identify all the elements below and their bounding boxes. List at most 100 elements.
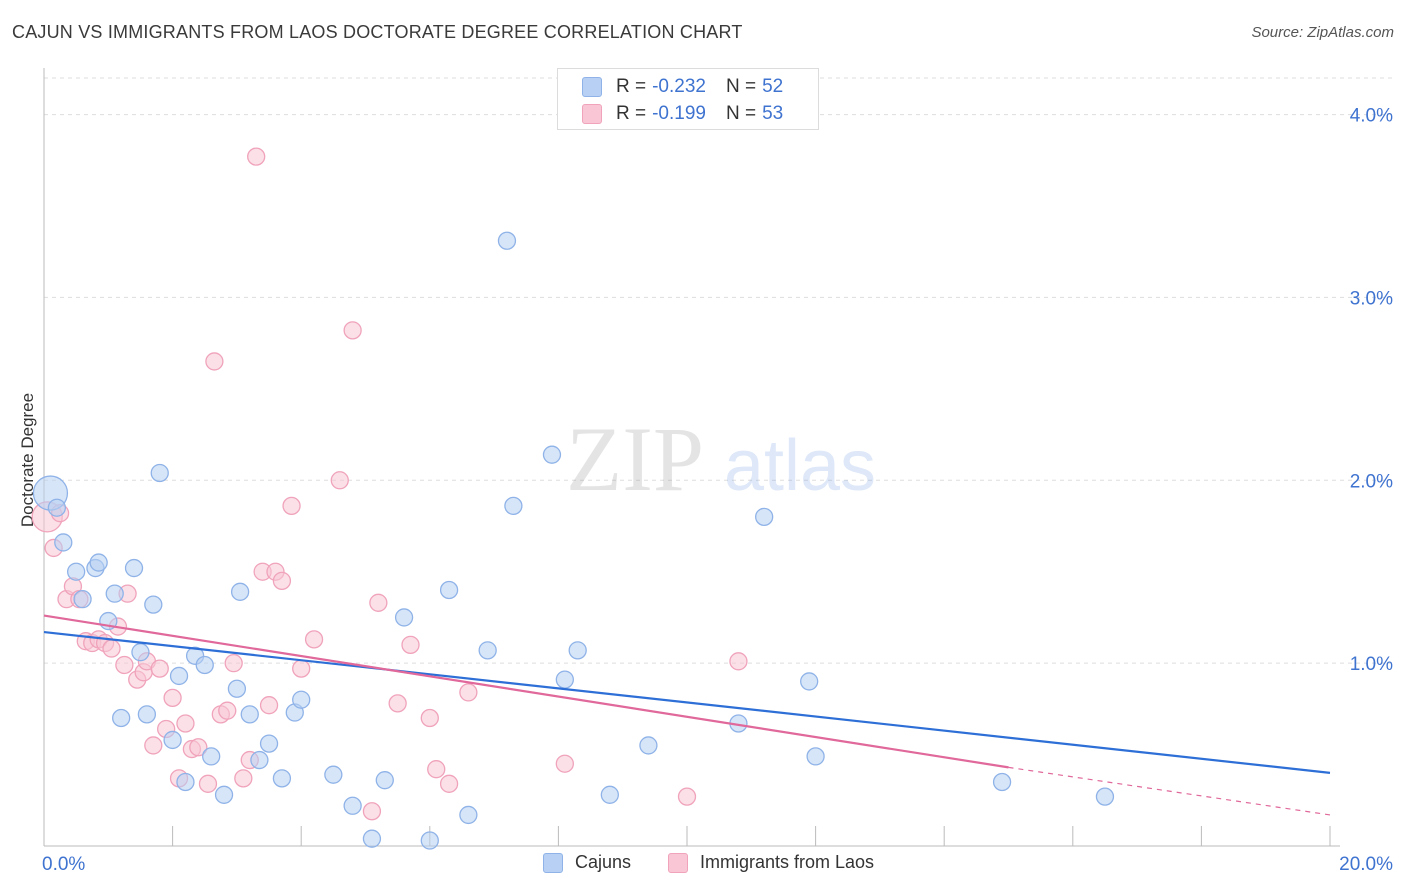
laos-point: [150, 659, 169, 678]
cajun-point: [73, 589, 92, 609]
legend-swatch-blue: [543, 852, 563, 873]
cajun-point: [478, 641, 497, 660]
n-value: 52: [762, 76, 784, 97]
laos-point: [304, 630, 324, 649]
cajun-point: [420, 831, 439, 850]
cajun-point: [131, 643, 150, 662]
cajun-point: [324, 765, 343, 784]
cajun-point: [47, 498, 67, 517]
n-value: 53: [762, 103, 784, 124]
laos-point: [439, 774, 459, 793]
cajun-point: [806, 747, 825, 766]
trend-lines: [43, 614, 1331, 816]
cajun-point: [755, 507, 774, 527]
cajun-point: [459, 805, 478, 825]
laos-point: [259, 696, 279, 715]
legend-label-laos: Immigrants from Laos: [700, 852, 875, 872]
legend-item-cajuns[interactable]: Cajuns: [543, 852, 631, 873]
legend-swatch-blue: [582, 77, 602, 97]
laos-point: [218, 701, 237, 720]
cajun-point: [150, 463, 169, 483]
laos-point: [388, 694, 407, 713]
cajun-point: [992, 772, 1012, 792]
x-tick-label: 20.0%: [1339, 854, 1393, 875]
tick-labels: 1.0% 2.0% 3.0% 4.0% 0.0% 20.0%: [42, 106, 1393, 875]
laos-point: [282, 496, 301, 516]
cajun-point: [504, 496, 523, 516]
laos-point: [163, 688, 182, 708]
laos-point: [362, 802, 382, 821]
laos-point: [420, 708, 439, 728]
legend-item-laos[interactable]: Immigrants from Laos: [668, 852, 874, 873]
cajun-point: [362, 829, 382, 848]
laos-point: [224, 653, 243, 673]
r-label: R =: [616, 103, 647, 124]
laos-point: [459, 683, 478, 702]
cajun-point: [176, 772, 195, 792]
cajun-point: [250, 750, 269, 770]
laos-point: [272, 571, 292, 591]
y-tick-label: 3.0%: [1350, 288, 1393, 309]
laos-point: [247, 147, 266, 166]
laos-point: [144, 736, 163, 755]
laos-point: [189, 738, 208, 757]
cajun-point: [202, 747, 221, 766]
cajun-point: [240, 705, 259, 724]
legend-swatch-pink: [668, 852, 688, 873]
cajun-point: [542, 445, 562, 464]
r-value: -0.232: [652, 76, 706, 97]
cajun-point: [214, 785, 234, 804]
cajun-point: [555, 670, 574, 689]
watermark: ZIP atlas: [566, 408, 876, 510]
legend-row-cajuns: R = -0.232 N = 52: [582, 75, 783, 99]
cajun-point: [227, 679, 247, 698]
cajun-point: [639, 736, 658, 755]
laos-point: [555, 754, 574, 773]
cajun-point: [67, 562, 86, 581]
cajun-point: [195, 655, 214, 675]
source-label: Source: ZipAtlas.com: [1251, 24, 1394, 41]
cajun-point: [163, 730, 182, 750]
laos-point: [292, 659, 311, 678]
cajun-point: [292, 690, 311, 709]
laos-point: [677, 787, 697, 806]
cajun-point: [169, 666, 189, 686]
correlation-legend: R = -0.232 N = 52 R = -0.199 N = 53: [557, 68, 819, 130]
n-label: N =: [725, 76, 757, 97]
cajun-point: [375, 771, 394, 790]
laos-trend-line: [43, 614, 1009, 769]
laos-point: [427, 760, 446, 779]
cajun-point: [137, 705, 157, 724]
cajun-point: [89, 553, 108, 572]
laos-point: [102, 639, 121, 658]
laos-point: [176, 714, 195, 733]
cajun-point: [259, 734, 279, 753]
legend-swatch-pink: [582, 104, 602, 124]
laos-point: [115, 655, 134, 675]
laos-trend-extension: [1008, 766, 1331, 816]
grid-lines: [44, 77, 1392, 664]
laos-point: [198, 774, 218, 793]
cajun-point: [1095, 787, 1115, 806]
cajun-point: [800, 672, 819, 691]
cajun-point: [343, 796, 362, 815]
watermark-atlas: atlas: [724, 426, 876, 506]
laos-point: [205, 352, 224, 371]
cajun-point: [439, 580, 459, 600]
cajun-point: [272, 769, 292, 788]
y-tick-label: 1.0%: [1350, 654, 1393, 675]
r-label: R =: [616, 76, 647, 97]
series-legend: Cajuns Immigrants from Laos: [0, 852, 1406, 878]
x-tick-label: 0.0%: [42, 854, 85, 875]
cajun-point: [568, 641, 587, 660]
y-tick-label: 2.0%: [1350, 471, 1393, 492]
cajun-point: [497, 231, 517, 250]
cajun-trend-line: [43, 630, 1331, 774]
laos-point: [330, 471, 349, 490]
cajun-point: [112, 708, 131, 728]
legend-row-laos: R = -0.199 N = 53: [582, 102, 783, 126]
cajun-point: [105, 584, 124, 603]
watermark-zip: ZIP: [566, 408, 704, 510]
cajun-point: [394, 608, 414, 627]
